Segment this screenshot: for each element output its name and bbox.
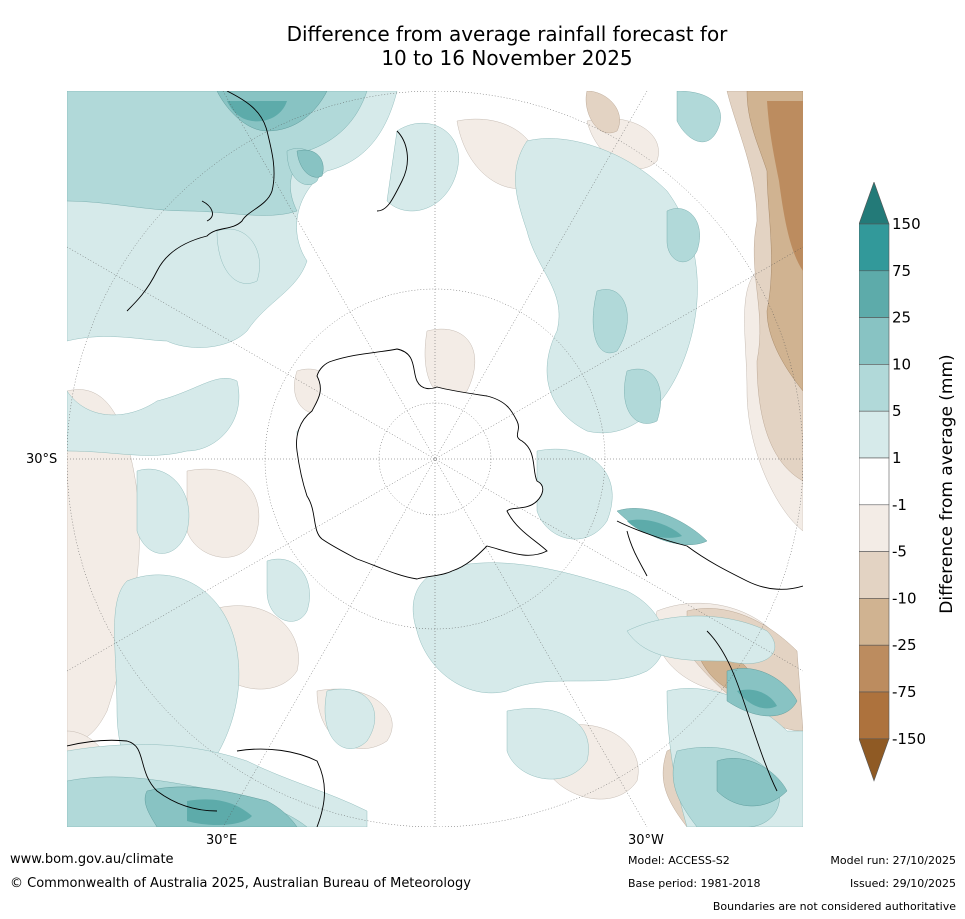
colorbar-ticks: 150 75 25 10 5 1 -1 -5 -10 -25 -75 -150 [892,215,926,748]
colorbar-tick-label: 1 [892,449,902,467]
coastlines [67,91,803,827]
lon-label-30e: 30°E [206,833,238,848]
map-title: Difference from average rainfall forecas… [0,22,965,70]
below-average-peak-areas [767,101,803,271]
footer-website[interactable]: www.bom.gov.au/climate [10,852,174,867]
footer-model: Model: ACCESS-S2 [628,854,730,867]
colorbar-tick-label: 5 [892,402,902,420]
colorbar-extension-bottom [859,738,890,782]
footer-model-run: Model run: 27/10/2025 [830,854,956,867]
colorbar-bands [859,182,890,782]
above-average-strong-areas [144,91,798,827]
colorbar-tick-label: -25 [892,636,917,654]
colorbar-band [859,410,890,459]
rainfall-map [67,91,803,827]
colorbar-title: Difference from average (mm) [937,354,957,614]
antarctica-outline [296,348,548,580]
colorbar-tick-label: -5 [892,543,907,561]
footer-copyright: © Commonwealth of Australia 2025, Austra… [10,876,471,891]
footer-disclaimer: Boundaries are not considered authoritat… [712,900,956,913]
colorbar-band [859,317,890,365]
colorbar-band [859,457,890,506]
colorbar-band [859,364,890,412]
lat-label-30s: 30°S [26,452,58,467]
colorbar-extension-top [859,182,890,225]
colorbar-band [859,551,890,599]
colorbar-band [859,598,890,646]
colorbar-band [859,504,890,552]
colorbar-band [859,644,890,693]
colorbar-band [859,270,890,318]
lon-label-30w: 30°W [628,833,664,848]
above-average-peak-areas [187,101,777,826]
title-line-2: 10 to 16 November 2025 [381,46,633,70]
colorbar-tick-label: 10 [892,355,911,373]
footer-base-period: Base period: 1981-2018 [628,877,761,890]
title-line-1: Difference from average rainfall forecas… [286,22,728,46]
colorbar-band [859,691,890,740]
colorbar-tick-label: -1 [892,496,907,514]
colorbar-tick-label: 75 [892,262,911,280]
colorbar-tick-label: -10 [892,589,917,607]
colorbar-tick-label: -75 [892,683,917,701]
colorbar-band [859,223,890,272]
footer-issued: Issued: 29/10/2025 [849,877,956,890]
colorbar-tick-label: 25 [892,309,911,327]
colorbar-tick-label: -150 [892,730,926,748]
graticule [67,91,803,827]
colorbar-tick-label: 150 [892,215,921,233]
colorbar: 150 75 25 10 5 1 -1 -5 -10 -25 -75 -150 [859,182,926,782]
